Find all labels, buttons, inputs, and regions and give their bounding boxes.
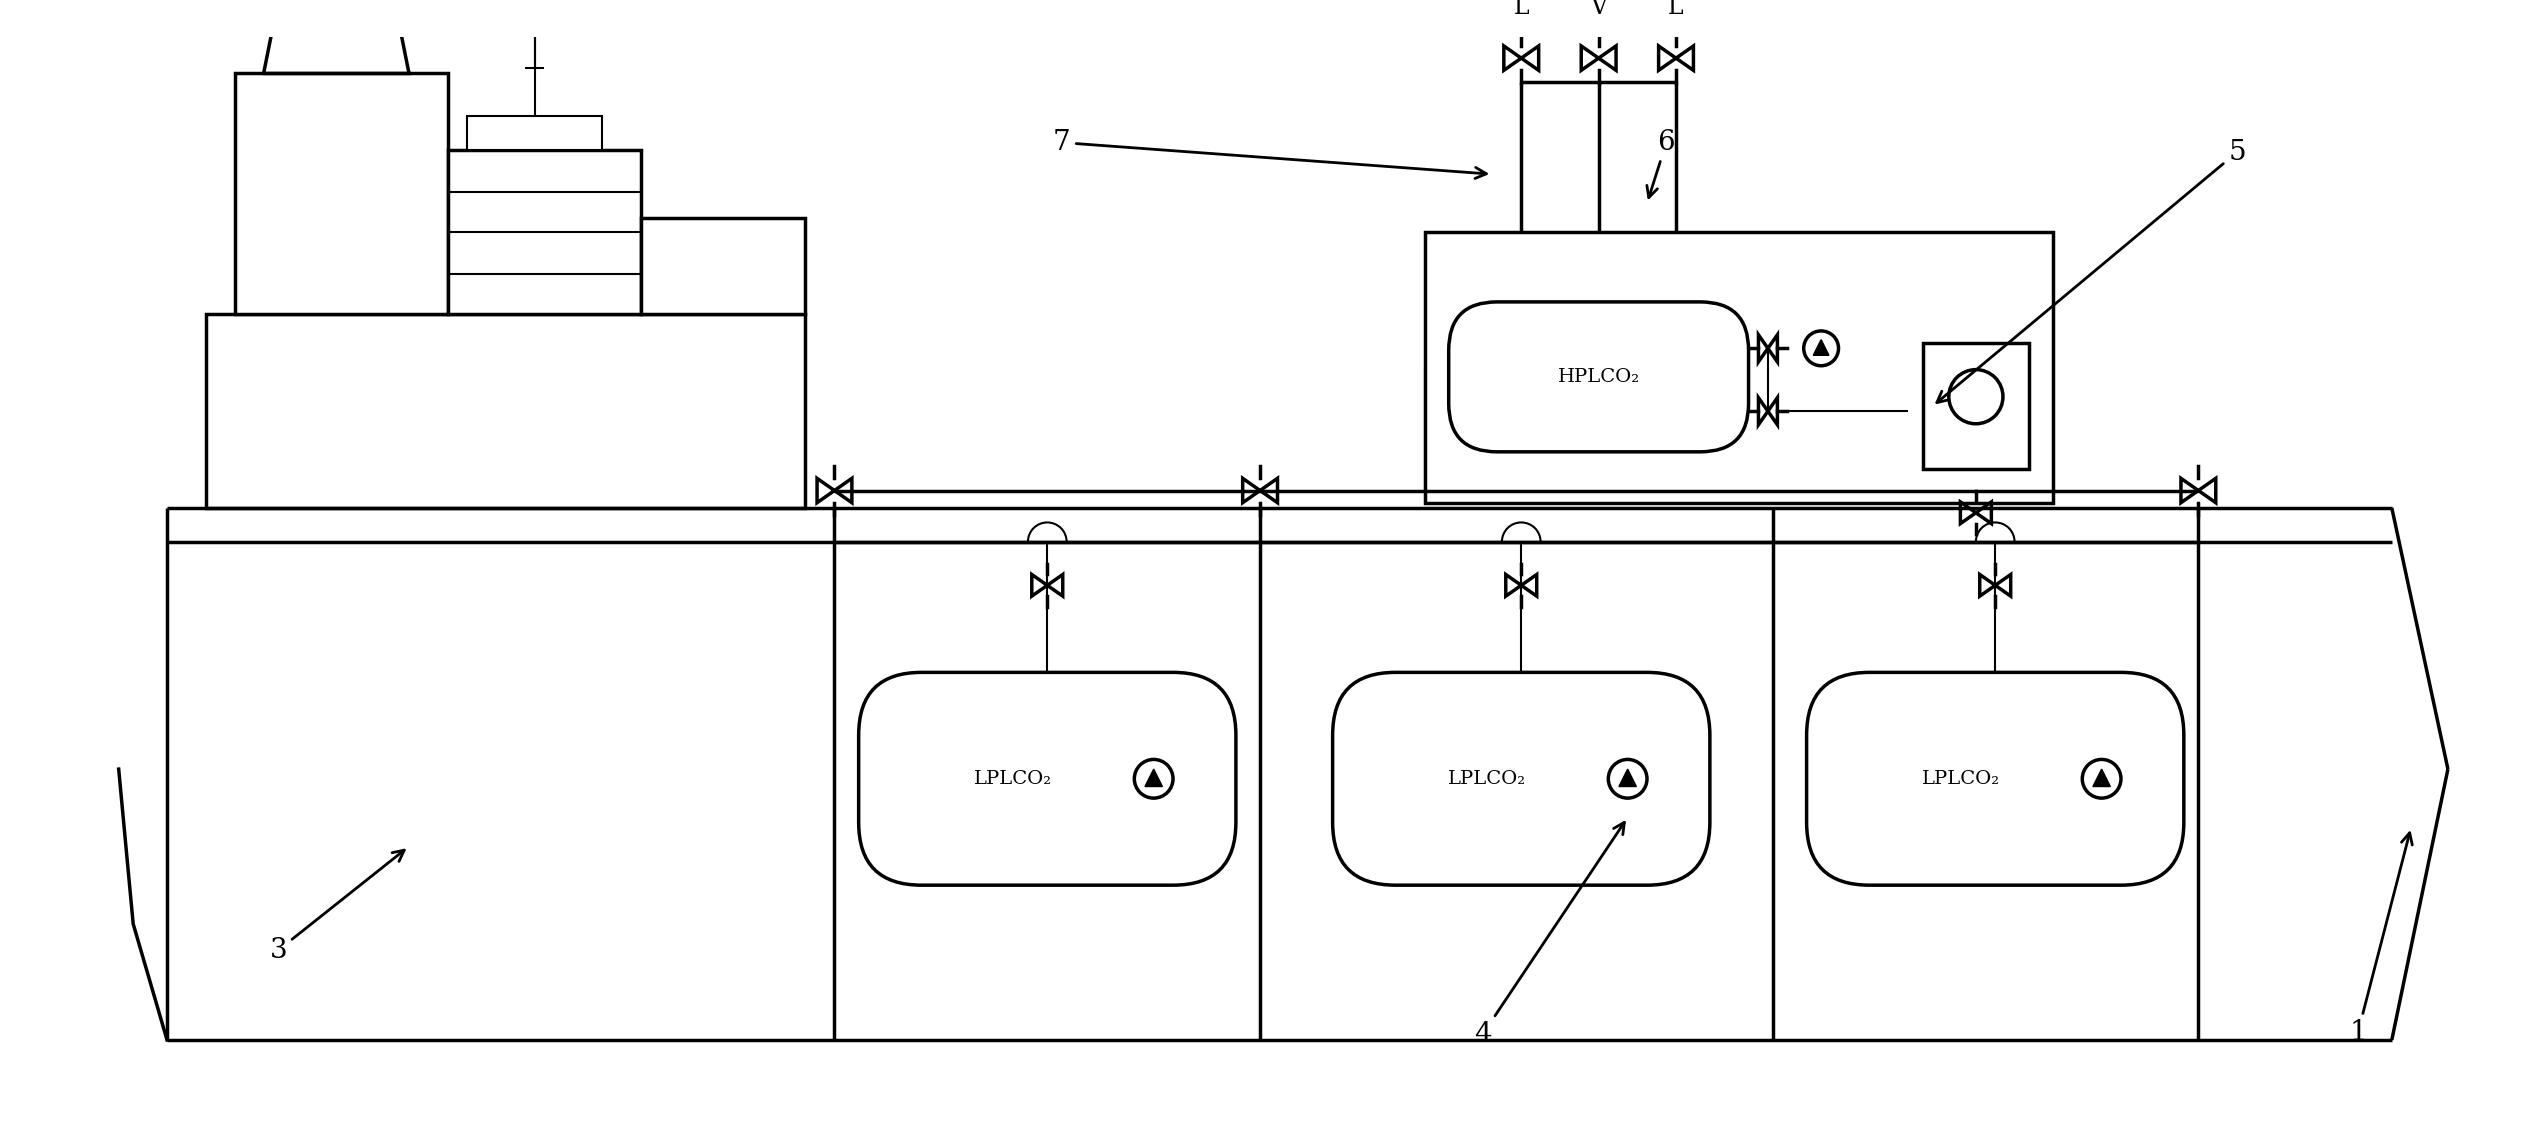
Polygon shape	[1995, 575, 2010, 596]
Polygon shape	[1677, 46, 1694, 70]
Text: 3: 3	[270, 850, 404, 964]
Circle shape	[1803, 331, 1838, 366]
Text: 7: 7	[1053, 128, 1487, 178]
Polygon shape	[1980, 575, 1995, 596]
Circle shape	[1608, 760, 1646, 798]
Text: 4: 4	[1475, 823, 1624, 1048]
Bar	[447, 150, 641, 314]
FancyBboxPatch shape	[859, 673, 1235, 885]
Polygon shape	[1757, 335, 1767, 362]
Polygon shape	[2182, 478, 2199, 503]
Text: HPLCO₂: HPLCO₂	[1558, 369, 1639, 387]
Text: 1: 1	[2348, 833, 2411, 1046]
Bar	[1424, 232, 2053, 503]
Polygon shape	[1598, 46, 1616, 70]
Text: 6: 6	[1646, 128, 1674, 197]
Polygon shape	[833, 478, 851, 503]
Text: V: V	[1591, 0, 1606, 19]
Polygon shape	[2093, 769, 2111, 787]
Text: LPLCO₂: LPLCO₂	[1449, 770, 1528, 788]
Polygon shape	[1033, 575, 1048, 596]
Polygon shape	[1581, 46, 1598, 70]
Polygon shape	[1813, 339, 1828, 355]
Polygon shape	[818, 478, 833, 503]
Circle shape	[1949, 370, 2002, 424]
Polygon shape	[1144, 769, 1162, 787]
Bar	[467, 116, 603, 150]
Polygon shape	[1757, 398, 1767, 425]
Polygon shape	[1520, 46, 1538, 70]
Circle shape	[2083, 760, 2121, 798]
Bar	[500, 2, 568, 19]
Circle shape	[1134, 760, 1174, 798]
FancyBboxPatch shape	[1449, 302, 1750, 452]
FancyBboxPatch shape	[1805, 673, 2184, 885]
Text: LPLCO₂: LPLCO₂	[1922, 770, 2000, 788]
Polygon shape	[1659, 46, 1677, 70]
FancyBboxPatch shape	[1333, 673, 1709, 885]
Polygon shape	[2199, 478, 2217, 503]
Polygon shape	[1520, 575, 1538, 596]
Bar	[235, 72, 447, 314]
Polygon shape	[1768, 398, 1778, 425]
Polygon shape	[1959, 502, 1977, 524]
Bar	[1922, 344, 2030, 469]
Text: LPLCO₂: LPLCO₂	[975, 770, 1053, 788]
Polygon shape	[1260, 478, 1278, 503]
Text: L: L	[1669, 0, 1684, 19]
Polygon shape	[1619, 769, 1636, 787]
Bar	[641, 218, 805, 314]
Polygon shape	[1505, 46, 1520, 70]
Text: 5: 5	[1937, 139, 2245, 402]
Polygon shape	[1768, 335, 1778, 362]
Polygon shape	[1048, 575, 1063, 596]
Bar	[205, 314, 805, 508]
Text: L: L	[1512, 0, 1530, 19]
Polygon shape	[1242, 478, 1260, 503]
Polygon shape	[1977, 502, 1992, 524]
Polygon shape	[1505, 575, 1520, 596]
